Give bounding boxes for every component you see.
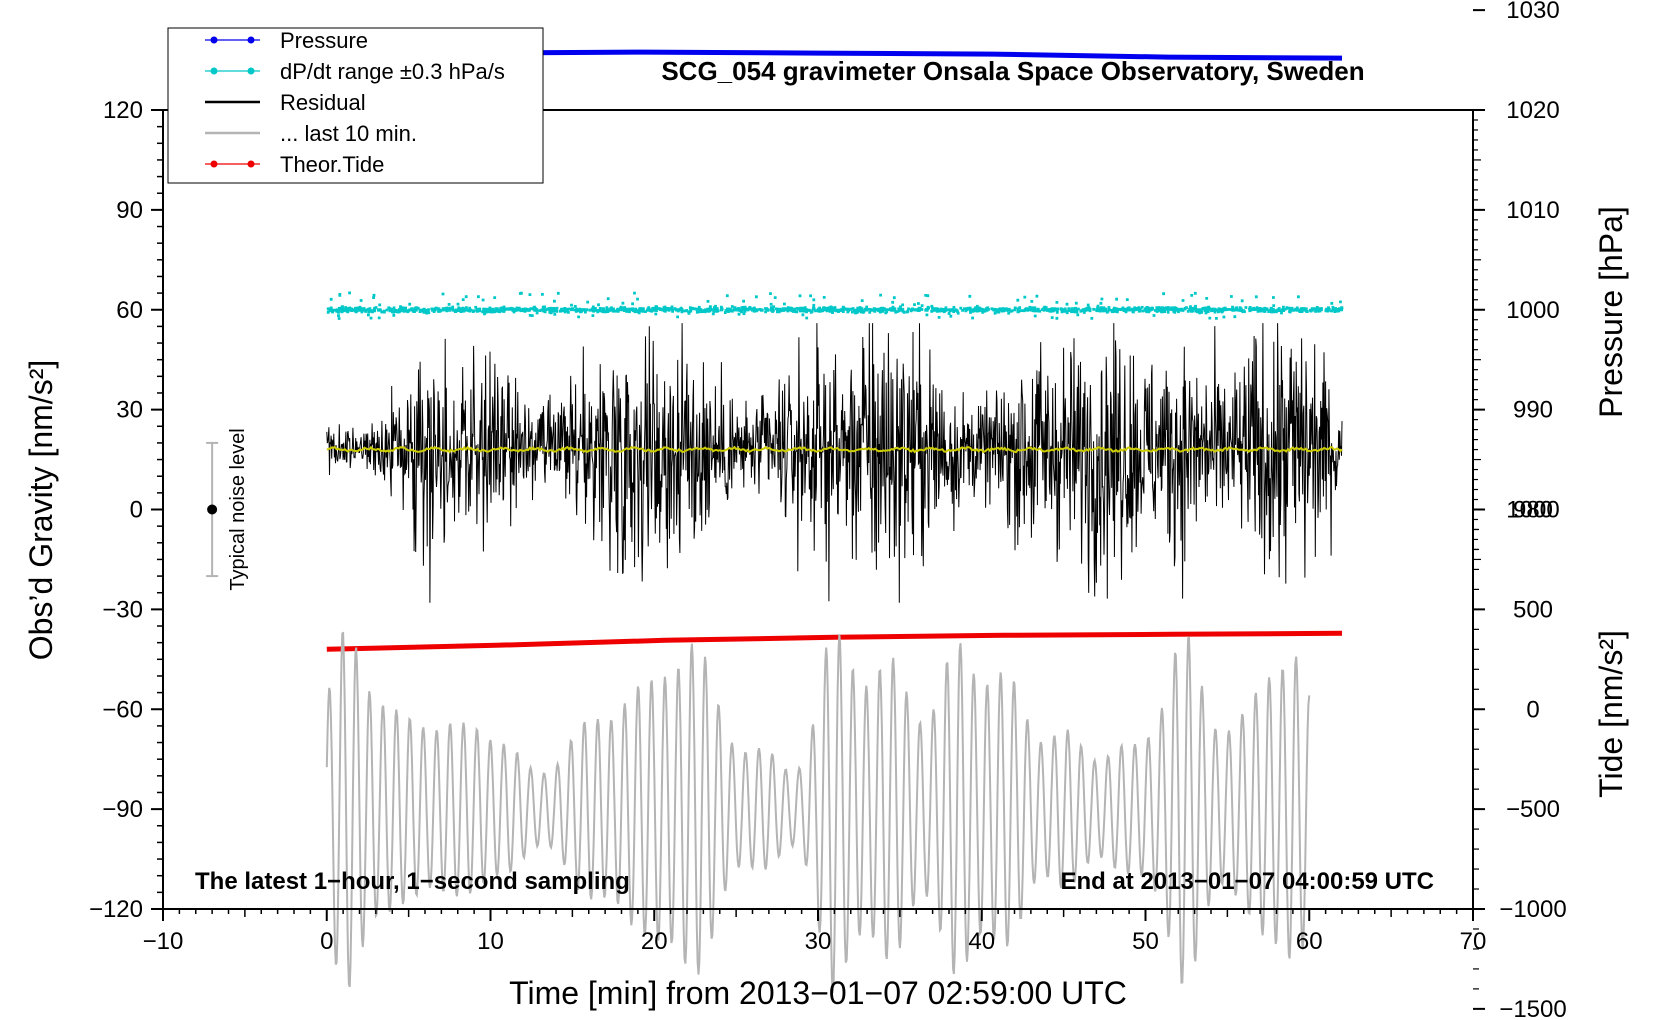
- legend-swatch-dot: [210, 160, 218, 168]
- legend-swatch-dot: [210, 36, 218, 44]
- legend-label: ... last 10 min.: [280, 121, 417, 146]
- noise-indicator: Typical noise level: [206, 428, 249, 591]
- y-tick-label: −60: [102, 696, 143, 723]
- x-axis-label: Time [min] from 2013−01−07 02:59:00 UTC: [509, 975, 1127, 1011]
- noise-center-dot: [207, 504, 218, 515]
- x-tick-label: 60: [1296, 928, 1323, 955]
- tide-tick-label: −1000: [1499, 896, 1566, 923]
- left-y-axis: −120 −90 −60 −30 0 30 60 90 120: [89, 97, 163, 923]
- legend-swatch-dot: [210, 67, 218, 75]
- last-10-min-line: [325, 631, 1311, 993]
- data-layer: [293, 49, 1344, 993]
- right-y-axis: 980 990 1000 1010 1020 1030 −1500 −1000 −500 0 500…: [1473, 0, 1567, 1020]
- legend-label: Theor.Tide: [280, 152, 384, 177]
- legend-swatch-dot: [247, 160, 255, 168]
- pressure-tick-label: 1010: [1506, 197, 1559, 224]
- legend-swatch-dot: [247, 67, 255, 75]
- legend-swatch-dot: [247, 36, 255, 44]
- tide-tick-label: −1500: [1499, 996, 1566, 1020]
- residual-mean-line: [326, 445, 1343, 454]
- sampling-note: The latest 1−hour, 1−second sampling: [195, 868, 630, 895]
- legend-label: Pressure: [280, 28, 368, 53]
- tide-tick-label: −500: [1506, 796, 1560, 823]
- pressure-tick-label: 1030: [1506, 0, 1559, 24]
- dpdt-points: [326, 291, 1344, 320]
- x-tick-label: −10: [143, 928, 184, 955]
- legend-label: dP/dt range ±0.3 hPa/s: [280, 59, 505, 84]
- x-tick-label: 10: [477, 928, 504, 955]
- legend-box: [167, 27, 544, 184]
- legend-label: Residual: [280, 90, 366, 115]
- noise-label: Typical noise level: [227, 428, 249, 590]
- pressure-tick-label: 1020: [1506, 97, 1559, 124]
- pressure-axis-label: Pressure [hPa]: [1593, 206, 1629, 418]
- pressure-tick-label: 1000: [1506, 297, 1559, 324]
- y-tick-label: 0: [130, 497, 143, 524]
- y-tick-label: 90: [116, 197, 143, 224]
- pressure-tick-label: 980: [1513, 497, 1553, 524]
- tide-tick-label: 1000: [1506, 497, 1559, 524]
- y-tick-label: −120: [89, 896, 143, 923]
- end-time-note: End at 2013−01−07 04:00:59 UTC: [1060, 868, 1434, 895]
- tide-axis-label: Tide [nm/s²]: [1593, 630, 1629, 798]
- x-tick-label: 50: [1132, 928, 1159, 955]
- y-tick-label: −30: [102, 596, 143, 623]
- y-tick-label: 30: [116, 397, 143, 424]
- legend: Pressure dP/dt range ±0.3 hPa/s Residual..…: [167, 27, 544, 184]
- x-tick-label: 70: [1460, 928, 1487, 955]
- y-tick-label: −90: [102, 796, 143, 823]
- y-tick-label: 120: [103, 97, 143, 124]
- tide-tick-label: 500: [1513, 596, 1553, 623]
- x-tick-label: 0: [320, 928, 333, 955]
- y-tick-label: 60: [116, 297, 143, 324]
- chart-title: SCG_054 gravimeter Onsala Space Observat…: [661, 56, 1364, 86]
- pressure-tick-label: 990: [1513, 397, 1553, 424]
- x-tick-label: 20: [641, 928, 668, 955]
- x-tick-label: 30: [805, 928, 832, 955]
- left-y-axis-label: Obs’d Gravity [nm/s²]: [23, 360, 59, 661]
- x-axis: −10 0 10 20 30 40 50 60 70: [143, 909, 1487, 955]
- tide-tick-label: 0: [1526, 696, 1539, 723]
- x-tick-label: 40: [968, 928, 995, 955]
- theoretical-tide-line: [326, 630, 1343, 652]
- residual-line: [326, 323, 1343, 603]
